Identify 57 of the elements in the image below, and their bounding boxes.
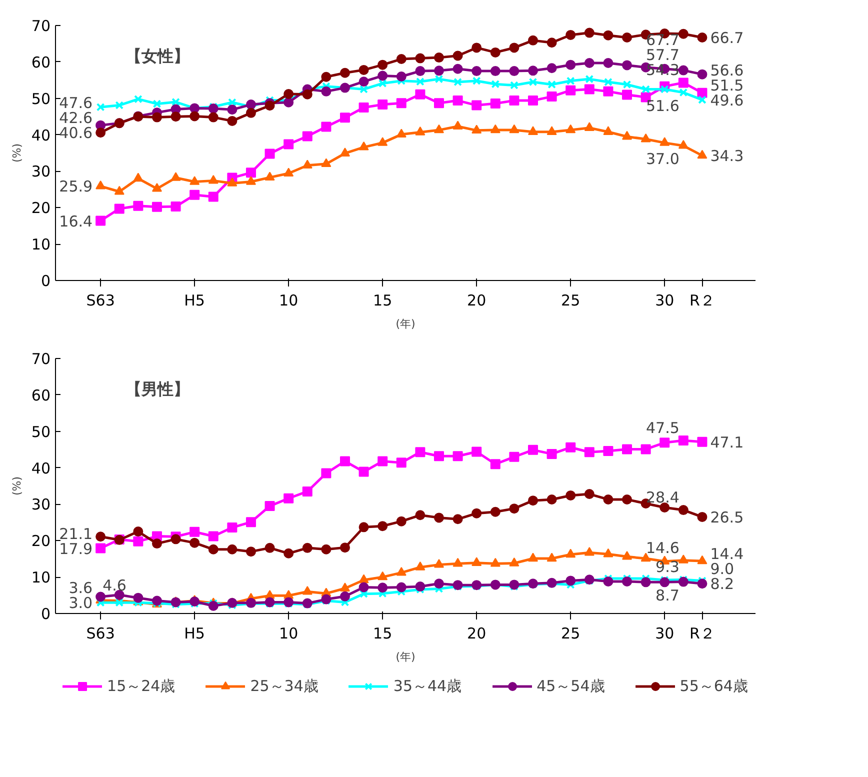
x-tick-label: 25: [561, 624, 580, 642]
legend-label: 25～34歳: [250, 676, 318, 696]
x-tick-label: S63: [86, 292, 115, 310]
x-tick-label: 10: [279, 624, 298, 642]
x-tick-label: 20: [467, 624, 486, 642]
legend-label: 15～24歳: [107, 676, 176, 696]
data-label: 25.9: [59, 178, 93, 196]
y-tick-label: 10: [31, 236, 51, 254]
x-tick-label: H5: [184, 292, 205, 310]
text: 【女性】: [126, 46, 190, 66]
data-label: 26.5: [710, 508, 744, 526]
y-axis-title: (%): [10, 476, 24, 496]
x-tick-label: 20: [467, 292, 486, 310]
x-axis-title: (年): [396, 318, 416, 330]
data-label: 8.7: [656, 586, 680, 604]
data-label: 4.6: [102, 576, 126, 595]
data-label: 14.6: [646, 538, 680, 557]
x-tick-label: 15: [373, 624, 392, 642]
data-label: 47.5: [646, 418, 680, 437]
y-tick-label: 20: [31, 532, 51, 550]
data-label: 16.4: [59, 212, 93, 230]
y-tick-label: 60: [31, 386, 51, 404]
data-label: 51.6: [646, 97, 680, 116]
x-tick-label: 30: [655, 292, 674, 310]
y-tick-label: 0: [40, 605, 51, 623]
y-tick-label: 50: [31, 90, 51, 108]
x-tick-label: 10: [279, 292, 298, 310]
y-tick-label: 30: [31, 162, 51, 181]
text: 【男性】: [126, 380, 190, 398]
y-tick-label: 20: [31, 199, 51, 218]
data-label: 66.7: [710, 29, 744, 48]
legend-label: 55～64歳: [680, 676, 748, 696]
y-tick-label: 40: [31, 126, 51, 144]
y-tick-label: 60: [31, 53, 51, 72]
x-axis-title: (年): [396, 650, 416, 664]
legend-label: 35～44歳: [393, 676, 462, 696]
data-label: 34.3: [710, 147, 744, 166]
x-tick-label: R２: [690, 292, 715, 310]
y-tick-label: 50: [31, 422, 51, 441]
x-tick-label: R２: [690, 624, 715, 642]
y-tick-label: 40: [31, 459, 51, 478]
y-tick-label: 70: [31, 350, 51, 368]
y-tick-label: 0: [40, 272, 51, 290]
x-tick-label: H5: [184, 624, 205, 642]
x-tick-label: 25: [561, 292, 580, 310]
y-tick-label: 30: [31, 496, 51, 514]
data-label: 9.3: [656, 558, 680, 576]
y-tick-label: 70: [31, 17, 51, 35]
data-label: 47.1: [710, 433, 744, 452]
x-tick-label: 15: [373, 292, 392, 310]
legend-label: 45～54歳: [536, 676, 605, 696]
y-axis-title: (%): [10, 143, 24, 163]
y-tick-label: 10: [31, 568, 51, 587]
data-label: 28.4: [646, 488, 680, 507]
x-tick-label: 30: [655, 624, 674, 642]
x-tick-label: S63: [86, 624, 115, 642]
data-label: 37.0: [646, 150, 680, 168]
